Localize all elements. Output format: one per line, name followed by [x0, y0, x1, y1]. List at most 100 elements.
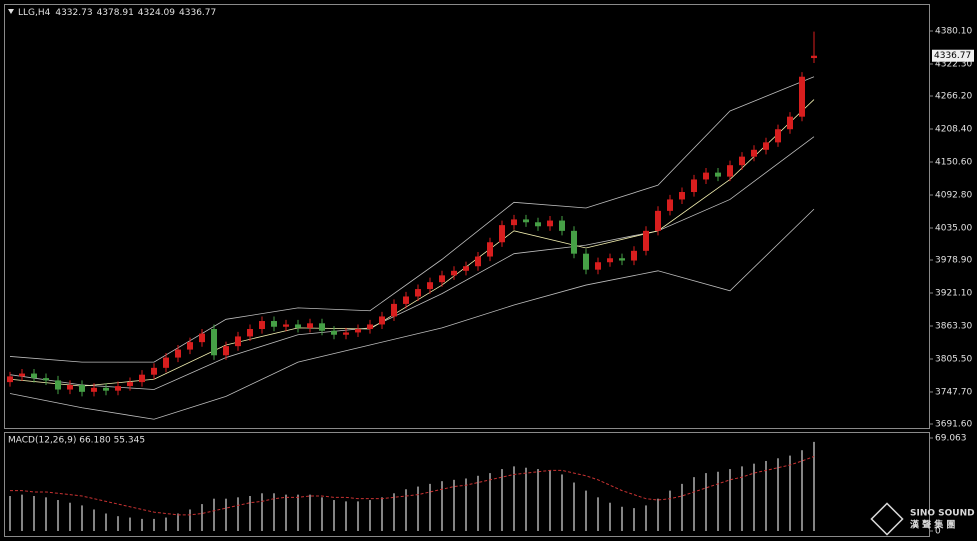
candle-body: [91, 387, 97, 392]
candle-body: [643, 230, 649, 251]
candle-body: [127, 382, 133, 387]
candle-body: [271, 321, 277, 327]
candle-body: [763, 142, 769, 150]
candle-body: [619, 258, 625, 261]
y-tick-label: 3691.60: [935, 420, 972, 430]
y-tick-label: 0: [935, 527, 941, 537]
y-tick-label: 3978.90: [935, 256, 972, 266]
candle-body: [559, 220, 565, 231]
candle-body: [799, 76, 805, 117]
price-panel: [4, 4, 930, 429]
watermark-brand: SINO SOUND: [910, 509, 975, 519]
candle-body: [511, 219, 517, 226]
macd-panel: [4, 432, 930, 537]
y-tick-label: 4150.60: [935, 158, 972, 168]
candle-body: [283, 324, 289, 327]
candle-body: [355, 329, 361, 333]
candle-body: [379, 316, 385, 325]
candle-body: [199, 333, 205, 343]
candle-body: [151, 367, 157, 375]
candle-body: [67, 384, 73, 390]
candle-body: [499, 225, 505, 243]
y-tick-label: 4092.80: [935, 190, 972, 200]
candle-body: [427, 282, 433, 290]
candle-body: [595, 262, 601, 270]
candle-body: [7, 376, 13, 383]
high-value: 4378.91: [97, 8, 134, 18]
candle-body: [487, 242, 493, 257]
indicator-line: [9, 76, 815, 363]
candle-body: [571, 230, 577, 254]
low-value: 4324.09: [138, 8, 175, 18]
candle-body: [247, 329, 253, 337]
candle-body: [727, 165, 733, 177]
candle-body: [403, 296, 409, 304]
candle-body: [391, 303, 397, 317]
candle-body: [31, 373, 37, 379]
candle-body: [295, 324, 301, 328]
candle-body: [547, 220, 553, 227]
candle-body: [55, 380, 61, 390]
candle-body: [259, 321, 265, 330]
candle-body: [43, 378, 49, 381]
y-tick-label: 4035.00: [935, 223, 972, 233]
candle-body: [691, 179, 697, 193]
candle-body: [235, 336, 241, 347]
candle-body: [103, 387, 109, 391]
candle-body: [19, 373, 25, 377]
candle-body: [751, 149, 757, 157]
y-tick-label: 4208.40: [935, 125, 972, 135]
candle-body: [307, 323, 313, 328]
candle-body: [655, 210, 661, 231]
macd-title: MACD(12,26,9) 66.180 55.345: [8, 436, 145, 446]
candle-body: [451, 270, 457, 276]
candle-body: [475, 256, 481, 267]
candle-body: [523, 219, 529, 223]
candle-body: [631, 250, 637, 261]
price-label: 4336.77: [934, 51, 971, 61]
chart-header: LLG,H4 4332.73 4378.91 4324.09 4336.77: [18, 8, 216, 18]
close-value: 4336.77: [179, 8, 216, 18]
menu-arrow: [8, 9, 14, 14]
candle-body: [679, 192, 685, 200]
candle-body: [175, 349, 181, 358]
y-tick-label: 4322.30: [935, 59, 972, 69]
candle-body: [463, 266, 469, 271]
symbol: LLG,H4: [18, 8, 51, 18]
candle-body: [715, 172, 721, 177]
indicator-line: [9, 208, 815, 420]
candle-body: [787, 116, 793, 130]
open-value: 4332.73: [55, 8, 92, 18]
y-tick-label: 3863.30: [935, 321, 972, 331]
candle-body: [703, 172, 709, 180]
candle-body: [223, 346, 229, 356]
candle-body: [211, 329, 217, 356]
y-tick-label: 4380.10: [935, 26, 972, 36]
y-tick-label: 69.063: [935, 434, 967, 444]
candle-body: [343, 332, 349, 335]
candle-body: [115, 386, 121, 391]
candle-body: [607, 258, 613, 263]
candle-body: [415, 289, 421, 297]
indicator-line: [9, 99, 815, 387]
candle-body: [583, 253, 589, 270]
candle-body: [331, 330, 337, 335]
candle-body: [739, 156, 745, 166]
y-tick-label: 3805.50: [935, 354, 972, 364]
candle-body: [163, 357, 169, 368]
y-tick-label: 3747.70: [935, 387, 972, 397]
y-tick-label: 3921.10: [935, 289, 972, 299]
watermark-native: 漢 聲 集 團: [910, 519, 955, 531]
candle-body: [535, 222, 541, 227]
candle-body: [319, 323, 325, 331]
candle-body: [439, 275, 445, 283]
candle-body: [139, 374, 145, 383]
signal-line: [10, 456, 815, 516]
indicator-line: [9, 136, 815, 390]
candle-body: [667, 199, 673, 211]
candle-body: [79, 384, 85, 392]
candle-body: [811, 55, 817, 59]
candle-body: [775, 129, 781, 143]
